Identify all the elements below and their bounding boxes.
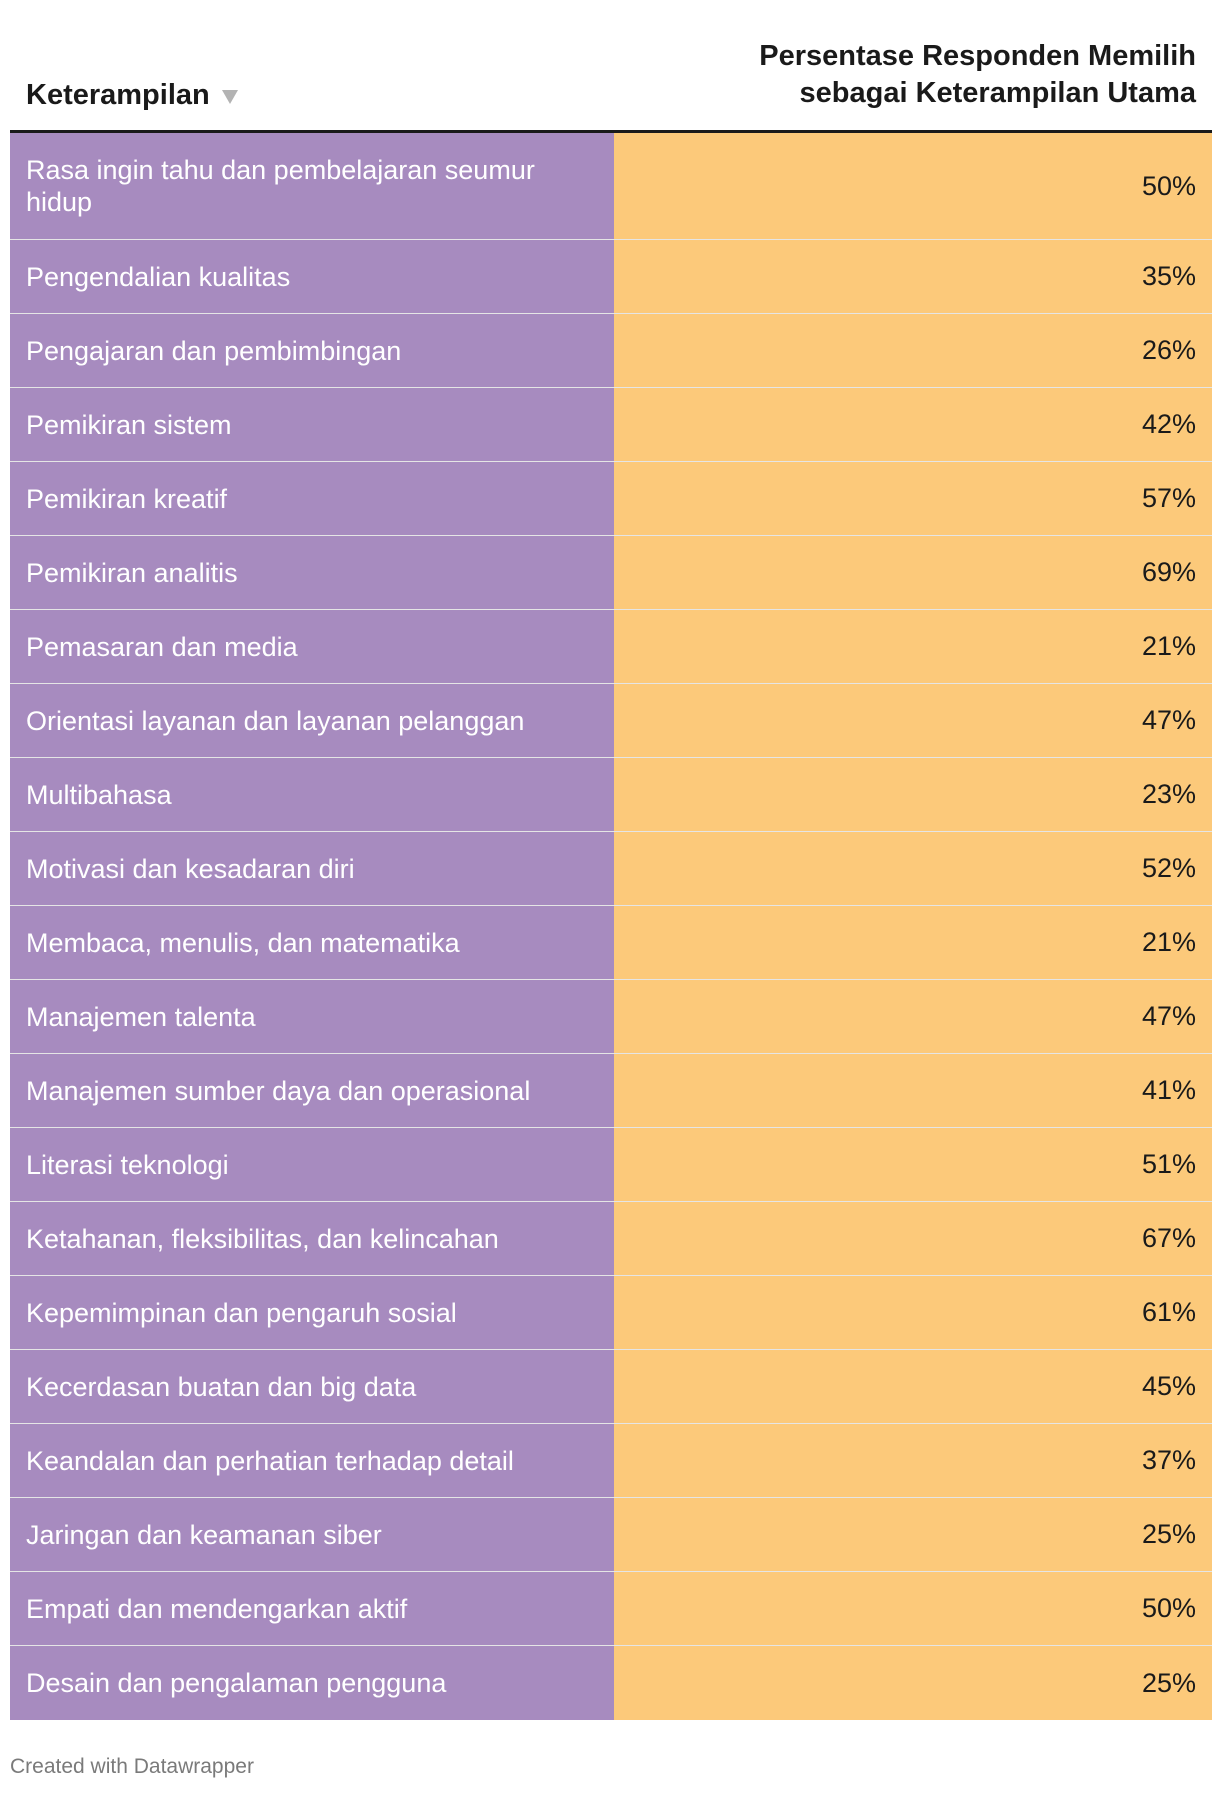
percentage-cell: 21%	[614, 610, 1212, 683]
percentage-cell: 25%	[614, 1646, 1212, 1720]
credit-text: Created with Datawrapper	[10, 1755, 254, 1778]
table-row: Pemasaran dan media 21%	[10, 610, 1212, 684]
skill-cell: Rasa ingin tahu dan pembelajaran seumur …	[10, 133, 614, 239]
percentage-cell: 45%	[614, 1350, 1212, 1423]
skill-cell: Keandalan dan perhatian terhadap detail	[10, 1424, 614, 1497]
column-header-skill[interactable]: Keterampilan	[10, 78, 614, 130]
table-row: Literasi teknologi 51%	[10, 1128, 1212, 1202]
percentage-cell: 26%	[614, 314, 1212, 387]
table-row: Kecerdasan buatan dan big data 45%	[10, 1350, 1212, 1424]
percentage-cell: 57%	[614, 462, 1212, 535]
percentage-cell: 51%	[614, 1128, 1212, 1201]
table-row: Pemikiran kreatif 57%	[10, 462, 1212, 536]
table-row: Kepemimpinan dan pengaruh sosial 61%	[10, 1276, 1212, 1350]
skill-cell: Manajemen sumber daya dan operasional	[10, 1054, 614, 1127]
skill-cell: Pengajaran dan pembimbingan	[10, 314, 614, 387]
table-row: Membaca, menulis, dan matematika 21%	[10, 906, 1212, 980]
skill-cell: Pemikiran sistem	[10, 388, 614, 461]
skill-cell: Literasi teknologi	[10, 1128, 614, 1201]
skill-cell: Kecerdasan buatan dan big data	[10, 1350, 614, 1423]
table-row: Jaringan dan keamanan siber 25%	[10, 1498, 1212, 1572]
percentage-cell: 52%	[614, 832, 1212, 905]
table-row: Keandalan dan perhatian terhadap detail 3…	[10, 1424, 1212, 1498]
skill-cell: Pemikiran kreatif	[10, 462, 614, 535]
percentage-cell: 50%	[614, 133, 1212, 239]
table-row: Pemikiran sistem 42%	[10, 388, 1212, 462]
data-table: Keterampilan Persentase Responden Memili…	[10, 0, 1212, 1720]
skill-cell: Desain dan pengalaman pengguna	[10, 1646, 614, 1720]
skill-cell: Pemikiran analitis	[10, 536, 614, 609]
skill-cell: Kepemimpinan dan pengaruh sosial	[10, 1276, 614, 1349]
table-row: Orientasi layanan dan layanan pelanggan 4…	[10, 684, 1212, 758]
table-body: Rasa ingin tahu dan pembelajaran seumur …	[10, 133, 1212, 1720]
table-row: Manajemen talenta 47%	[10, 980, 1212, 1054]
skill-cell: Motivasi dan kesadaran diri	[10, 832, 614, 905]
percentage-cell: 47%	[614, 684, 1212, 757]
skill-cell: Empati dan mendengarkan aktif	[10, 1572, 614, 1645]
percentage-cell: 25%	[614, 1498, 1212, 1571]
percentage-cell: 41%	[614, 1054, 1212, 1127]
table-row: Pengendalian kualitas 35%	[10, 240, 1212, 314]
skill-cell: Manajemen talenta	[10, 980, 614, 1053]
skill-cell: Ketahanan, fleksibilitas, dan kelincahan	[10, 1202, 614, 1275]
skill-cell: Membaca, menulis, dan matematika	[10, 906, 614, 979]
percentage-cell: 37%	[614, 1424, 1212, 1497]
table-row: Ketahanan, fleksibilitas, dan kelincahan…	[10, 1202, 1212, 1276]
table-row: Pengajaran dan pembimbingan 26%	[10, 314, 1212, 388]
percentage-cell: 69%	[614, 536, 1212, 609]
table-header: Keterampilan Persentase Responden Memili…	[10, 0, 1212, 133]
percentage-cell: 21%	[614, 906, 1212, 979]
table-row: Desain dan pengalaman pengguna 25%	[10, 1646, 1212, 1720]
column-header-percentage-line-2: sebagai Keterampilan Utama	[799, 77, 1196, 109]
percentage-cell: 23%	[614, 758, 1212, 831]
skill-cell: Pengendalian kualitas	[10, 240, 614, 313]
table-row: Motivasi dan kesadaran diri 52%	[10, 832, 1212, 906]
percentage-cell: 35%	[614, 240, 1212, 313]
percentage-cell: 47%	[614, 980, 1212, 1053]
percentage-cell: 42%	[614, 388, 1212, 461]
column-header-skill-label: Keterampilan	[26, 79, 210, 111]
skill-cell: Jaringan dan keamanan siber	[10, 1498, 614, 1571]
skill-cell: Orientasi layanan dan layanan pelanggan	[10, 684, 614, 757]
table-row: Pemikiran analitis 69%	[10, 536, 1212, 610]
percentage-cell: 61%	[614, 1276, 1212, 1349]
skill-cell: Pemasaran dan media	[10, 610, 614, 683]
percentage-cell: 50%	[614, 1572, 1212, 1645]
table-row: Manajemen sumber daya dan operasional 41%	[10, 1054, 1212, 1128]
percentage-cell: 67%	[614, 1202, 1212, 1275]
skill-cell: Multibahasa	[10, 758, 614, 831]
column-header-percentage[interactable]: Persentase Responden Memilih sebagai Ket…	[614, 38, 1212, 130]
table-row: Multibahasa 23%	[10, 758, 1212, 832]
table-row: Rasa ingin tahu dan pembelajaran seumur …	[10, 133, 1212, 240]
sort-descending-icon[interactable]	[221, 90, 238, 104]
column-header-percentage-line-1: Persentase Responden Memilih	[759, 40, 1196, 72]
table-row: Empati dan mendengarkan aktif 50%	[10, 1572, 1212, 1646]
